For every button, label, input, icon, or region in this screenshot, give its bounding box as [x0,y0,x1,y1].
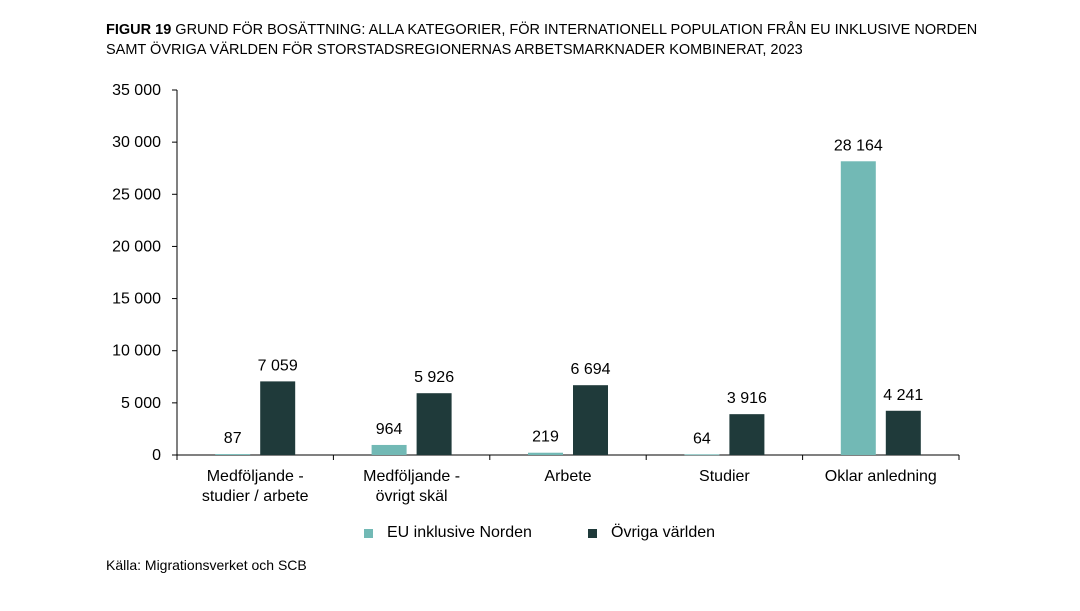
data-label-series0-cat2: 219 [532,429,559,446]
data-label-series0-cat4: 28 164 [834,137,883,154]
y-tick-label-5: 25 000 [112,186,161,203]
category-label-1-line0: Medföljande - [363,468,460,485]
legend-swatch-ovriga [588,528,597,538]
legend-label-ovriga: Övriga världen [611,524,716,541]
y-tick-label-2: 10 000 [112,343,161,360]
y-tick-label-0: 0 [152,447,161,464]
data-label-series0-cat3: 64 [693,430,711,447]
chart-legend: EU inklusive Norden Övriga världen [0,524,1080,544]
data-label-series1-cat3: 3 916 [727,390,767,407]
legend-swatch-eu [364,528,373,538]
bar-series0-cat0 [215,454,251,455]
y-tick-label-7: 35 000 [112,82,161,99]
legend-label-eu: EU inklusive Norden [387,524,532,541]
bar-series1-cat2 [573,385,608,455]
data-label-series1-cat1: 5 926 [414,369,454,386]
data-label-series1-cat0: 7 059 [258,357,298,374]
legend-item-eu: EU inklusive Norden [364,524,532,542]
data-label-series0-cat0: 87 [224,430,242,447]
figure-label: FIGUR 19 [106,22,172,38]
data-label-series0-cat1: 964 [376,421,403,438]
bar-series0-cat2 [528,452,563,455]
category-label-1-line1: övrigt skäl [376,488,448,505]
bar-series1-cat0 [260,381,296,455]
bar-series0-cat3 [684,454,720,456]
source-note: Källa: Migrationsverket och SCB [106,557,307,573]
data-label-series1-cat2: 6 694 [570,361,610,378]
category-label-4-line0: Oklar anledning [825,468,937,485]
category-label-3-line0: Studier [699,468,750,485]
chart-title: FIGUR 19 GRUND FÖR BOSÄTTNING: ALLA KATE… [106,20,1006,60]
figure-title: GRUND FÖR BOSÄTTNING: ALLA KATEGORIER, F… [106,22,978,58]
bar-series1-cat3 [729,414,765,455]
data-label-series1-cat4: 4 241 [883,387,923,404]
legend-item-ovriga: Övriga världen [588,524,715,542]
y-tick-label-1: 5 000 [121,395,161,412]
category-label-2-line0: Arbete [544,468,591,485]
y-tick-label-3: 15 000 [112,291,161,308]
bar-series0-cat1 [371,444,407,455]
category-label-0-line0: Medföljande - [207,468,304,485]
bar-series0-cat4 [840,161,876,455]
y-tick-label-4: 20 000 [112,238,161,255]
bar-series1-cat1 [416,393,452,455]
category-label-0-line1: studier / arbete [202,488,309,505]
y-tick-label-6: 30 000 [112,134,161,151]
bar-series1-cat4 [885,410,921,455]
